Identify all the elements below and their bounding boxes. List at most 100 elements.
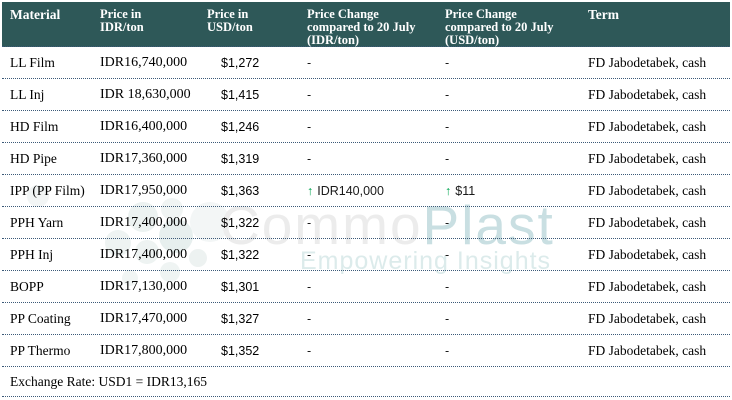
change-idr-value: -: [307, 279, 312, 294]
table-row: HD Pipe IDR17,360,000 $1,319 - - FD Jabo…: [2, 143, 730, 175]
change-usd-value: -: [445, 311, 450, 326]
term-cell: FD Jabodetabek, cash: [588, 214, 707, 230]
change-usd-value: -: [445, 215, 450, 230]
material-cell: HD Film: [10, 118, 59, 134]
change-usd-cell: -: [440, 152, 585, 166]
price-usd-cell: $1,301: [221, 279, 260, 294]
price-idr-cell: IDR17,130,000: [100, 278, 188, 294]
change-usd-value: -: [445, 151, 450, 166]
change-usd-cell: ↑ $11: [440, 184, 585, 198]
material-cell: PPH Inj: [10, 246, 54, 262]
change-usd-cell: -: [440, 344, 585, 358]
price-usd-cell: $1,327: [221, 311, 260, 326]
table-header-row: Material Price in IDR/ton Price in USD/t…: [2, 2, 730, 47]
change-usd-cell: -: [440, 120, 585, 134]
term-cell: FD Jabodetabek, cash: [588, 118, 707, 134]
change-idr-cell: ↑ IDR140,000: [303, 184, 440, 198]
change-idr-cell: -: [303, 312, 440, 326]
price-idr-cell: IDR17,400,000: [100, 214, 188, 230]
change-usd-value: -: [445, 87, 450, 102]
term-cell: FD Jabodetabek, cash: [588, 150, 707, 166]
change-idr-cell: -: [303, 88, 440, 102]
header-price-usd: Price in USD/ton: [207, 7, 253, 34]
change-idr-value: -: [307, 215, 312, 230]
change-usd-cell: -: [440, 280, 585, 294]
change-idr-cell: -: [303, 280, 440, 294]
change-usd-value: $11: [455, 183, 476, 198]
term-cell: FD Jabodetabek, cash: [588, 310, 707, 326]
table-row: PPH Yarn IDR17,400,000 $1,322 - - FD Jab…: [2, 207, 730, 239]
header-price-idr: Price in IDR/ton: [100, 7, 144, 34]
price-idr-cell: IDR16,400,000: [100, 118, 188, 134]
change-usd-cell: -: [440, 312, 585, 326]
header-material: Material: [10, 7, 61, 22]
price-idr-cell: IDR17,360,000: [100, 150, 188, 166]
header-change-idr: Price Change compared to 20 July (IDR/to…: [307, 7, 416, 47]
up-arrow-icon: ↑: [307, 183, 314, 198]
change-idr-cell: -: [303, 56, 440, 70]
material-cell: BOPP: [10, 278, 44, 294]
change-idr-cell: -: [303, 344, 440, 358]
price-usd-cell: $1,319: [221, 151, 260, 166]
material-cell: LL Film: [10, 54, 55, 70]
material-cell: PP Thermo: [10, 342, 71, 358]
price-idr-cell: IDR17,400,000: [100, 246, 188, 262]
material-cell: PP Coating: [10, 310, 71, 326]
table-row: PP Coating IDR17,470,000 $1,327 - - FD J…: [2, 303, 730, 335]
header-term: Term: [588, 7, 619, 22]
term-cell: FD Jabodetabek, cash: [588, 86, 707, 102]
table-row: LL Film IDR16,740,000 $1,272 - - FD Jabo…: [2, 47, 730, 79]
change-idr-value: IDR140,000: [317, 183, 384, 198]
header-change-usd: Price Change compared to 20 July (USD/to…: [445, 7, 554, 47]
change-idr-cell: -: [303, 248, 440, 262]
price-usd-cell: $1,322: [221, 247, 260, 262]
term-cell: FD Jabodetabek, cash: [588, 182, 707, 198]
material-cell: PPH Yarn: [10, 214, 64, 230]
table-row: HD Film IDR16,400,000 $1,246 - - FD Jabo…: [2, 111, 730, 143]
change-usd-value: -: [445, 343, 450, 358]
table-row: BOPP IDR17,130,000 $1,301 - - FD Jabodet…: [2, 271, 730, 303]
change-usd-value: -: [445, 55, 450, 70]
change-idr-value: -: [307, 87, 312, 102]
change-idr-value: -: [307, 151, 312, 166]
term-cell: FD Jabodetabek, cash: [588, 246, 707, 262]
material-cell: IPP (PP Film): [10, 182, 85, 198]
change-idr-value: -: [307, 119, 312, 134]
change-usd-cell: -: [440, 88, 585, 102]
price-usd-cell: $1,352: [221, 343, 260, 358]
price-usd-cell: $1,246: [221, 119, 260, 134]
price-idr-cell: IDR17,950,000: [100, 182, 188, 198]
up-arrow-icon: ↑: [445, 183, 452, 198]
price-usd-cell: $1,415: [221, 87, 260, 102]
change-idr-cell: -: [303, 216, 440, 230]
price-idr-cell: IDR 18,630,000: [100, 86, 191, 102]
change-usd-cell: -: [440, 248, 585, 262]
change-idr-value: -: [307, 311, 312, 326]
material-cell: LL Inj: [10, 86, 45, 102]
change-idr-value: -: [307, 343, 312, 358]
change-usd-cell: -: [440, 56, 585, 70]
term-cell: FD Jabodetabek, cash: [588, 342, 707, 358]
price-usd-cell: $1,272: [221, 55, 260, 70]
exchange-rate-text: Exchange Rate: USD1 = IDR13,165: [10, 373, 207, 389]
exchange-rate-row: Exchange Rate: USD1 = IDR13,165: [2, 367, 730, 397]
table-row: LL Inj IDR 18,630,000 $1,415 - - FD Jabo…: [2, 79, 730, 111]
price-usd-cell: $1,363: [221, 183, 260, 198]
table-row: PPH Inj IDR17,400,000 $1,322 - - FD Jabo…: [2, 239, 730, 271]
term-cell: FD Jabodetabek, cash: [588, 54, 707, 70]
price-idr-cell: IDR17,800,000: [100, 342, 188, 358]
change-idr-value: -: [307, 247, 312, 262]
change-usd-cell: -: [440, 216, 585, 230]
change-usd-value: -: [445, 247, 450, 262]
change-usd-value: -: [445, 279, 450, 294]
change-usd-value: -: [445, 119, 450, 134]
price-idr-cell: IDR17,470,000: [100, 310, 188, 326]
price-idr-cell: IDR16,740,000: [100, 54, 188, 70]
term-cell: FD Jabodetabek, cash: [588, 278, 707, 294]
price-usd-cell: $1,322: [221, 215, 260, 230]
change-idr-value: -: [307, 55, 312, 70]
table-row: IPP (PP Film) IDR17,950,000 $1,363 ↑ IDR1…: [2, 175, 730, 207]
table-row: PP Thermo IDR17,800,000 $1,352 - - FD Ja…: [2, 335, 730, 367]
